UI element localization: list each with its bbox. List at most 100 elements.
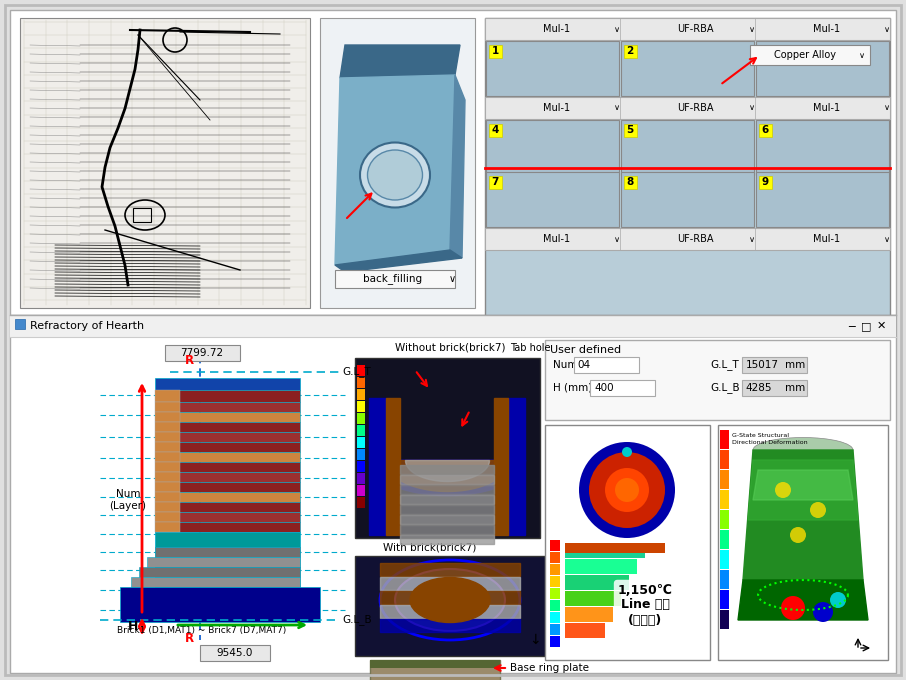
Bar [155, 577, 300, 587]
Polygon shape [494, 398, 508, 535]
Polygon shape [335, 75, 455, 265]
Text: Brick1 (D1,MAT1) ~ Brick7 (D7,MAT7): Brick1 (D1,MAT1) ~ Brick7 (D7,MAT7) [118, 626, 286, 634]
Bar [155, 482, 180, 492]
Polygon shape [340, 45, 460, 78]
Bar [720, 530, 729, 549]
Bar [759, 124, 772, 137]
Text: UF-RBA: UF-RBA [678, 103, 714, 113]
Bar [357, 437, 365, 448]
Text: mm: mm [785, 383, 805, 393]
Bar [741, 380, 806, 396]
Text: Num
(Layer): Num (Layer) [110, 489, 147, 511]
Bar [357, 389, 365, 400]
Bar [10, 10, 896, 315]
Text: 1,150℃
Line 확인
(붉은색): 1,150℃ Line 확인 (붉은색) [618, 583, 672, 626]
Polygon shape [386, 398, 400, 535]
Bar [155, 512, 300, 522]
Circle shape [589, 452, 665, 528]
Circle shape [790, 527, 806, 543]
Polygon shape [380, 591, 520, 604]
Bar [720, 570, 729, 589]
Bar [370, 660, 500, 680]
Text: □: □ [861, 321, 872, 331]
Bar [155, 462, 300, 472]
Bar [155, 557, 300, 567]
Text: R: R [185, 632, 194, 645]
Text: Base ring plate: Base ring plate [510, 663, 589, 673]
Bar [565, 543, 645, 558]
Text: ↓: ↓ [529, 633, 541, 647]
Bar [155, 567, 300, 577]
Text: ∨: ∨ [883, 235, 890, 243]
Text: 15017: 15017 [746, 360, 778, 370]
Text: UF-RBA: UF-RBA [678, 234, 714, 244]
Text: UF-RBA: UF-RBA [678, 24, 714, 34]
Text: 04: 04 [577, 360, 591, 370]
Bar [565, 575, 629, 590]
Polygon shape [380, 605, 520, 618]
Polygon shape [400, 475, 494, 484]
Polygon shape [748, 460, 858, 520]
Bar [200, 645, 270, 661]
Circle shape [622, 447, 632, 457]
Text: 1: 1 [491, 46, 498, 56]
Bar [155, 492, 180, 502]
Text: Mul-1: Mul-1 [813, 24, 840, 34]
Bar [621, 172, 754, 227]
Polygon shape [400, 525, 494, 534]
Bar [155, 432, 180, 442]
Bar [759, 176, 772, 189]
Bar [155, 422, 300, 432]
Bar [155, 472, 300, 482]
Text: 7799.72: 7799.72 [180, 348, 224, 358]
Bar [720, 590, 729, 609]
Bar [357, 377, 365, 388]
Text: R: R [185, 354, 194, 367]
Bar [357, 473, 365, 484]
Text: G-State Structural: G-State Structural [732, 433, 789, 438]
Text: 3: 3 [761, 46, 768, 56]
Text: 5: 5 [626, 125, 633, 135]
Polygon shape [335, 250, 462, 272]
Ellipse shape [380, 560, 520, 640]
Bar [15, 319, 25, 329]
Bar [155, 492, 300, 502]
Text: Directional Deformation: Directional Deformation [732, 440, 807, 445]
Bar [357, 449, 365, 460]
Circle shape [781, 596, 805, 620]
Polygon shape [369, 398, 386, 535]
Bar [357, 425, 365, 436]
Text: ∨: ∨ [748, 103, 755, 112]
Bar [155, 432, 300, 442]
Bar [550, 636, 560, 647]
Bar [355, 358, 540, 538]
Bar [335, 270, 455, 288]
Text: Without brick(brick7): Without brick(brick7) [395, 343, 506, 353]
Text: 2: 2 [626, 46, 633, 56]
Bar [756, 120, 889, 175]
Bar [720, 470, 729, 489]
Bar [741, 357, 806, 373]
Bar [155, 412, 180, 422]
Bar [131, 577, 300, 587]
Bar [155, 402, 300, 412]
Text: ∨: ∨ [613, 235, 620, 243]
Bar [155, 378, 300, 390]
Polygon shape [743, 450, 863, 580]
Bar [565, 543, 665, 553]
Bar [155, 452, 300, 462]
Text: 9545.0: 9545.0 [217, 648, 253, 658]
Text: G.L_T: G.L_T [342, 367, 371, 377]
Bar [624, 124, 637, 137]
Bar [155, 452, 180, 462]
Bar [624, 45, 637, 58]
Bar [550, 588, 560, 599]
Polygon shape [508, 398, 525, 535]
Text: 7: 7 [491, 177, 498, 187]
Text: Num: Num [553, 360, 577, 370]
Bar [120, 587, 320, 622]
Bar [545, 425, 710, 660]
Bar [550, 600, 560, 611]
Bar [155, 402, 180, 412]
Bar [621, 41, 754, 96]
